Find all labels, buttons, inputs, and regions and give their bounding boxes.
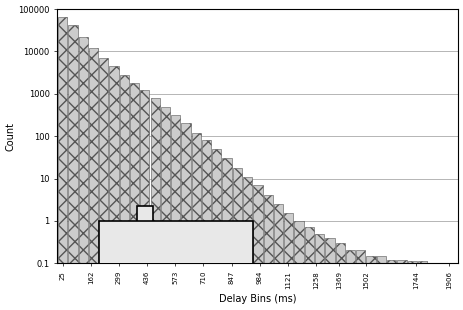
Bar bbox=[232, 168, 242, 310]
Bar bbox=[345, 250, 354, 310]
Bar bbox=[356, 250, 364, 310]
Bar bbox=[376, 256, 385, 310]
Bar bbox=[136, 206, 153, 310]
Bar bbox=[78, 37, 88, 310]
Bar bbox=[201, 140, 211, 310]
Bar bbox=[161, 107, 169, 310]
Bar bbox=[314, 234, 324, 310]
Bar bbox=[88, 48, 98, 310]
Y-axis label: Count: Count bbox=[6, 122, 16, 151]
Bar bbox=[98, 221, 252, 310]
Bar bbox=[283, 213, 293, 310]
Bar bbox=[109, 66, 119, 310]
Bar bbox=[171, 115, 180, 310]
Bar bbox=[191, 133, 200, 310]
Bar bbox=[273, 204, 282, 310]
Bar bbox=[294, 221, 303, 310]
Bar bbox=[253, 185, 262, 310]
Bar bbox=[417, 262, 426, 310]
Bar bbox=[396, 260, 406, 310]
Bar bbox=[407, 262, 416, 310]
Bar bbox=[222, 158, 231, 310]
Bar bbox=[366, 256, 375, 310]
Bar bbox=[119, 75, 129, 310]
Bar bbox=[140, 91, 149, 310]
Bar bbox=[99, 58, 108, 310]
Bar bbox=[181, 123, 190, 310]
Bar bbox=[335, 243, 344, 310]
Bar bbox=[325, 238, 334, 310]
Bar bbox=[150, 98, 159, 310]
Bar bbox=[212, 149, 221, 310]
Bar bbox=[448, 263, 457, 310]
Bar bbox=[427, 263, 437, 310]
Bar bbox=[438, 263, 447, 310]
X-axis label: Delay Bins (ms): Delay Bins (ms) bbox=[219, 294, 296, 304]
Bar bbox=[263, 195, 272, 310]
Bar bbox=[304, 228, 313, 310]
Bar bbox=[243, 177, 252, 310]
Bar bbox=[68, 25, 77, 310]
Bar bbox=[386, 260, 395, 310]
Bar bbox=[58, 17, 67, 310]
Bar bbox=[130, 83, 139, 310]
